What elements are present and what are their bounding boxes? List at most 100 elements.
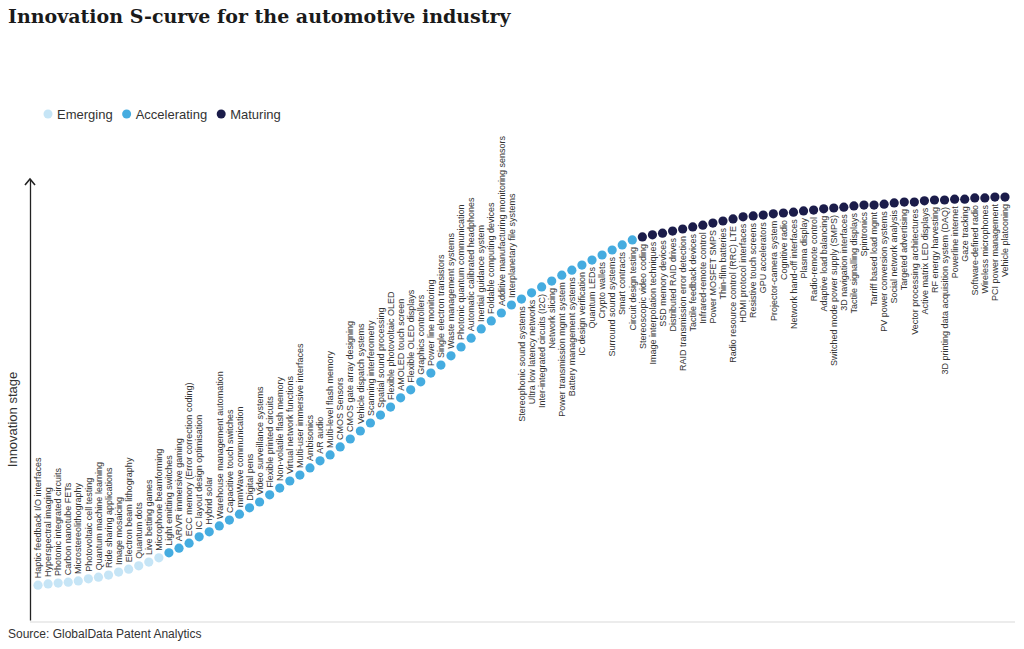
legend-label: Accelerating [136, 107, 208, 122]
point [205, 527, 214, 536]
point [900, 198, 909, 207]
point [94, 573, 103, 582]
point [970, 193, 979, 202]
point [799, 206, 808, 215]
point-label: Power line monitoring [426, 279, 436, 366]
point-label: Scanning interferometry [366, 320, 376, 416]
point [819, 204, 828, 213]
point-label: Carbon nanotube FETs [63, 482, 73, 575]
point [557, 271, 566, 280]
point-label: Additive manufacturing monitoring sensor… [497, 135, 507, 306]
point-label: CMOS Sensors [335, 377, 345, 440]
point-label: Spatial sound processing [376, 307, 386, 408]
point-label: Stereoscopic video coding [638, 244, 648, 349]
chart: Innovation S-curve for the automotive in… [0, 0, 1024, 649]
point-label: Digital pens [245, 453, 255, 501]
point [386, 402, 395, 411]
legend-swatch [44, 110, 53, 119]
point [648, 230, 657, 239]
point-label: Flexible OLED displays [406, 289, 416, 383]
point [527, 288, 536, 297]
point [749, 211, 758, 220]
point-label: Tactile signalling displays [849, 212, 859, 313]
point-label: Photonic quantum communication [456, 204, 466, 340]
point-label: Wireless microphones [980, 204, 990, 293]
point-label: Warehouse management automation [215, 371, 225, 519]
point-label: Stereophonic sound systems [517, 306, 527, 422]
point [477, 324, 486, 333]
point-label: Power MOSFET SMPS [708, 230, 718, 323]
point-label: Spintronics [859, 212, 869, 257]
point [54, 578, 63, 587]
point [849, 201, 858, 210]
point [537, 282, 546, 291]
point [43, 579, 52, 588]
point [396, 393, 405, 402]
point [910, 198, 919, 207]
title: Innovation S-curve for the automotive in… [8, 5, 512, 27]
point-label: Flexible printed circuits [265, 396, 275, 488]
point-label: Vector processing architectures [910, 209, 920, 335]
point [376, 410, 385, 419]
baseline [30, 622, 1015, 623]
point-label: Video surveillance systems [255, 386, 265, 495]
point [507, 300, 516, 309]
legend-swatch [217, 110, 226, 119]
point [33, 581, 42, 590]
point-label: IC layout design optimisation [194, 415, 204, 530]
point-label: AR/VR immersive gaming [174, 438, 184, 541]
point-label: Powerline internet [950, 206, 960, 279]
point-label: Waste management systems [446, 233, 456, 349]
point-label: Microphone beamforming [154, 449, 164, 551]
point [134, 561, 143, 570]
point [718, 216, 727, 225]
point [920, 196, 929, 205]
point [225, 515, 234, 524]
point-label: Gaze tracking [960, 206, 970, 262]
point-label: Software-defined radio [970, 205, 980, 296]
point [779, 208, 788, 217]
point-label: Live betting games [144, 479, 154, 555]
point [265, 490, 274, 499]
point-label: Tactile feedback devices [688, 233, 698, 331]
point-label: Social network analysis [889, 209, 899, 303]
point [336, 442, 345, 451]
point-label: Battery management systems [567, 277, 577, 397]
point [346, 434, 355, 443]
point [890, 198, 899, 207]
point [295, 471, 304, 480]
point [839, 203, 848, 212]
point-label: Automatic calibrated headphones [466, 197, 476, 331]
point [950, 195, 959, 204]
point-label: Quantum dots [134, 502, 144, 559]
point [859, 200, 868, 209]
point-label: Active matrix LED displays [920, 207, 930, 314]
point [84, 574, 93, 583]
point [930, 195, 939, 204]
point-label: Foldable computing devices [486, 202, 496, 314]
point-label: Photonic integrated circuits [53, 467, 63, 576]
point-label: Plasma display [799, 217, 809, 278]
point [728, 214, 737, 223]
point [195, 532, 204, 541]
point [990, 192, 999, 201]
point-label: Ultra low latency networks [527, 299, 537, 404]
point-label: Surround sound systems [607, 256, 617, 356]
point-label: Microstereolithography [73, 482, 83, 574]
point [708, 219, 717, 228]
legend-label: Emerging [57, 107, 113, 122]
point [406, 385, 415, 394]
point-label: Smart contracts [617, 251, 627, 315]
point [144, 557, 153, 566]
point-label: ECC memory (Error correction coding) [184, 383, 194, 537]
point-label: Multi-user immersive interfaces [295, 343, 305, 468]
point [517, 295, 526, 304]
point [688, 222, 697, 231]
point [769, 209, 778, 218]
point [356, 426, 365, 435]
point-label: Vehicle dispatch systems [356, 323, 366, 424]
point-label: Network hand-off interfaces [789, 219, 799, 329]
point [436, 360, 445, 369]
point-label: Interplanetary file systems [507, 193, 517, 298]
point-label: Graphics controllers [416, 294, 426, 375]
